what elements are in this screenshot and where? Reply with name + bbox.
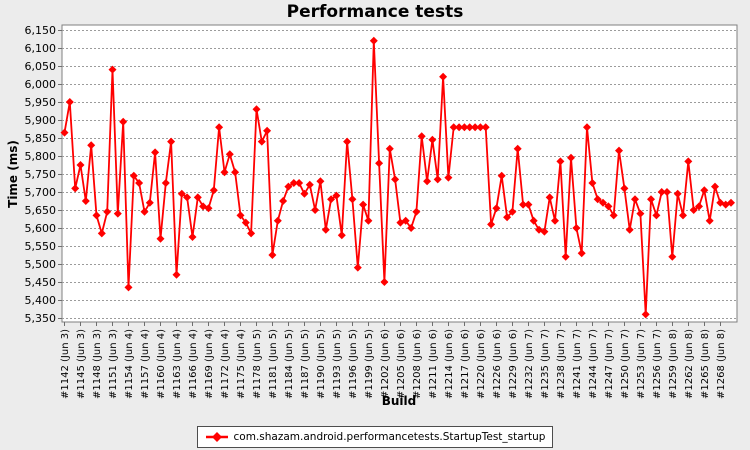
x-tick-label: #1172 (Jun 4) bbox=[220, 329, 231, 399]
x-tick-label: #1268 (Jun 8) bbox=[716, 329, 727, 399]
y-tick-label: 5,600 bbox=[25, 222, 57, 235]
x-tick-label: #1157 (Jun 4) bbox=[140, 329, 151, 399]
y-tick-label: 5,550 bbox=[25, 240, 57, 253]
x-tick-label: #1163 (Jun 4) bbox=[172, 329, 183, 399]
legend: com.shazam.android.performancetests.Star… bbox=[0, 426, 750, 448]
y-tick-label: 6,050 bbox=[25, 60, 57, 73]
x-tick-label: #1247 (Jun 7) bbox=[604, 329, 615, 399]
series-line bbox=[63, 39, 732, 316]
y-tick-label: 5,700 bbox=[25, 186, 57, 199]
x-tick-label: #1217 (Jun 6) bbox=[460, 329, 471, 399]
x-tick-label: #1184 (Jun 5) bbox=[284, 329, 295, 399]
y-tick-label: 5,850 bbox=[25, 132, 57, 145]
x-tick-label: #1145 (Jun 3) bbox=[76, 329, 87, 399]
x-tick-label: #1166 (Jun 4) bbox=[188, 329, 199, 399]
x-tick-label: #1169 (Jun 4) bbox=[204, 329, 215, 399]
plot-area bbox=[61, 24, 738, 323]
x-tick-label: #1259 (Jun 8) bbox=[668, 329, 679, 399]
x-tick-label: #1211 (Jun 6) bbox=[428, 329, 439, 399]
x-tick-label: #1148 (Jun 3) bbox=[92, 329, 103, 399]
x-tick-label: #1181 (Jun 5) bbox=[268, 329, 279, 399]
x-tick-label: #1154 (Jun 4) bbox=[124, 329, 135, 399]
x-tick-label: #1199 (Jun 5) bbox=[364, 329, 375, 399]
y-tick-label: 5,750 bbox=[25, 168, 57, 181]
x-tick-label: #1196 (Jun 5) bbox=[348, 329, 359, 399]
y-tick-label: 5,350 bbox=[25, 312, 57, 325]
x-tick-label: #1208 (Jun 6) bbox=[412, 329, 423, 399]
y-tick-label: 5,400 bbox=[25, 294, 57, 307]
legend-series-label: com.shazam.android.performancetests.Star… bbox=[233, 431, 546, 443]
y-tick-label: 5,500 bbox=[25, 258, 57, 271]
x-tick-label: #1250 (Jun 7) bbox=[620, 329, 631, 399]
x-tick-label: #1226 (Jun 6) bbox=[492, 329, 503, 399]
x-tick-label: #1262 (Jun 8) bbox=[684, 329, 695, 399]
x-tick-label: #1241 (Jun 7) bbox=[572, 329, 583, 399]
y-tick-label: 5,450 bbox=[25, 276, 57, 289]
y-tick-label: 5,950 bbox=[25, 96, 57, 109]
x-axis-title: Build bbox=[381, 394, 417, 408]
x-tick-label: #1151 (Jun 3) bbox=[108, 329, 119, 399]
y-tick-label: 5,800 bbox=[25, 150, 57, 163]
x-tick-label: #1244 (Jun 7) bbox=[588, 329, 599, 399]
series-markers bbox=[60, 36, 735, 319]
series-marker-icon bbox=[205, 432, 228, 442]
x-tick-label: #1202 (Jun 6) bbox=[380, 329, 391, 399]
x-tick-label: #1205 (Jun 6) bbox=[396, 329, 407, 399]
x-tick-label: #1142 (Jun 3) bbox=[60, 329, 71, 399]
y-tick-label: 6,100 bbox=[25, 42, 57, 55]
x-tick-label: #1229 (Jun 6) bbox=[508, 329, 519, 399]
y-axis-title: Time (ms) bbox=[6, 140, 20, 208]
x-tick-label: #1220 (Jun 6) bbox=[476, 329, 487, 399]
x-tick-label: #1238 (Jun 7) bbox=[556, 329, 567, 399]
y-tick-label: 5,900 bbox=[25, 114, 57, 127]
x-tick-label: #1160 (Jun 4) bbox=[156, 329, 167, 399]
y-tick-label: 6,000 bbox=[25, 78, 57, 91]
x-tick-label: #1214 (Jun 6) bbox=[444, 329, 455, 399]
x-tick-label: #1175 (Jun 4) bbox=[236, 329, 247, 399]
x-tick-label: #1190 (Jun 5) bbox=[316, 329, 327, 399]
x-tick-label: #1193 (Jun 5) bbox=[332, 329, 343, 399]
chart-title: Performance tests bbox=[286, 2, 464, 22]
x-tick-label: #1178 (Jun 5) bbox=[252, 329, 263, 399]
x-tick-label: #1235 (Jun 7) bbox=[540, 329, 551, 399]
legend-item: com.shazam.android.performancetests.Star… bbox=[196, 426, 554, 448]
x-tick-label: #1253 (Jun 7) bbox=[636, 329, 647, 399]
y-tick-label: 5,650 bbox=[25, 204, 57, 217]
x-tick-label: #1187 (Jun 5) bbox=[300, 329, 311, 399]
x-tick-label: #1232 (Jun 7) bbox=[524, 329, 535, 399]
x-tick-label: #1256 (Jun 7) bbox=[652, 329, 663, 399]
y-tick-label: 6,150 bbox=[25, 24, 57, 37]
x-tick-label: #1265 (Jun 8) bbox=[700, 329, 711, 399]
